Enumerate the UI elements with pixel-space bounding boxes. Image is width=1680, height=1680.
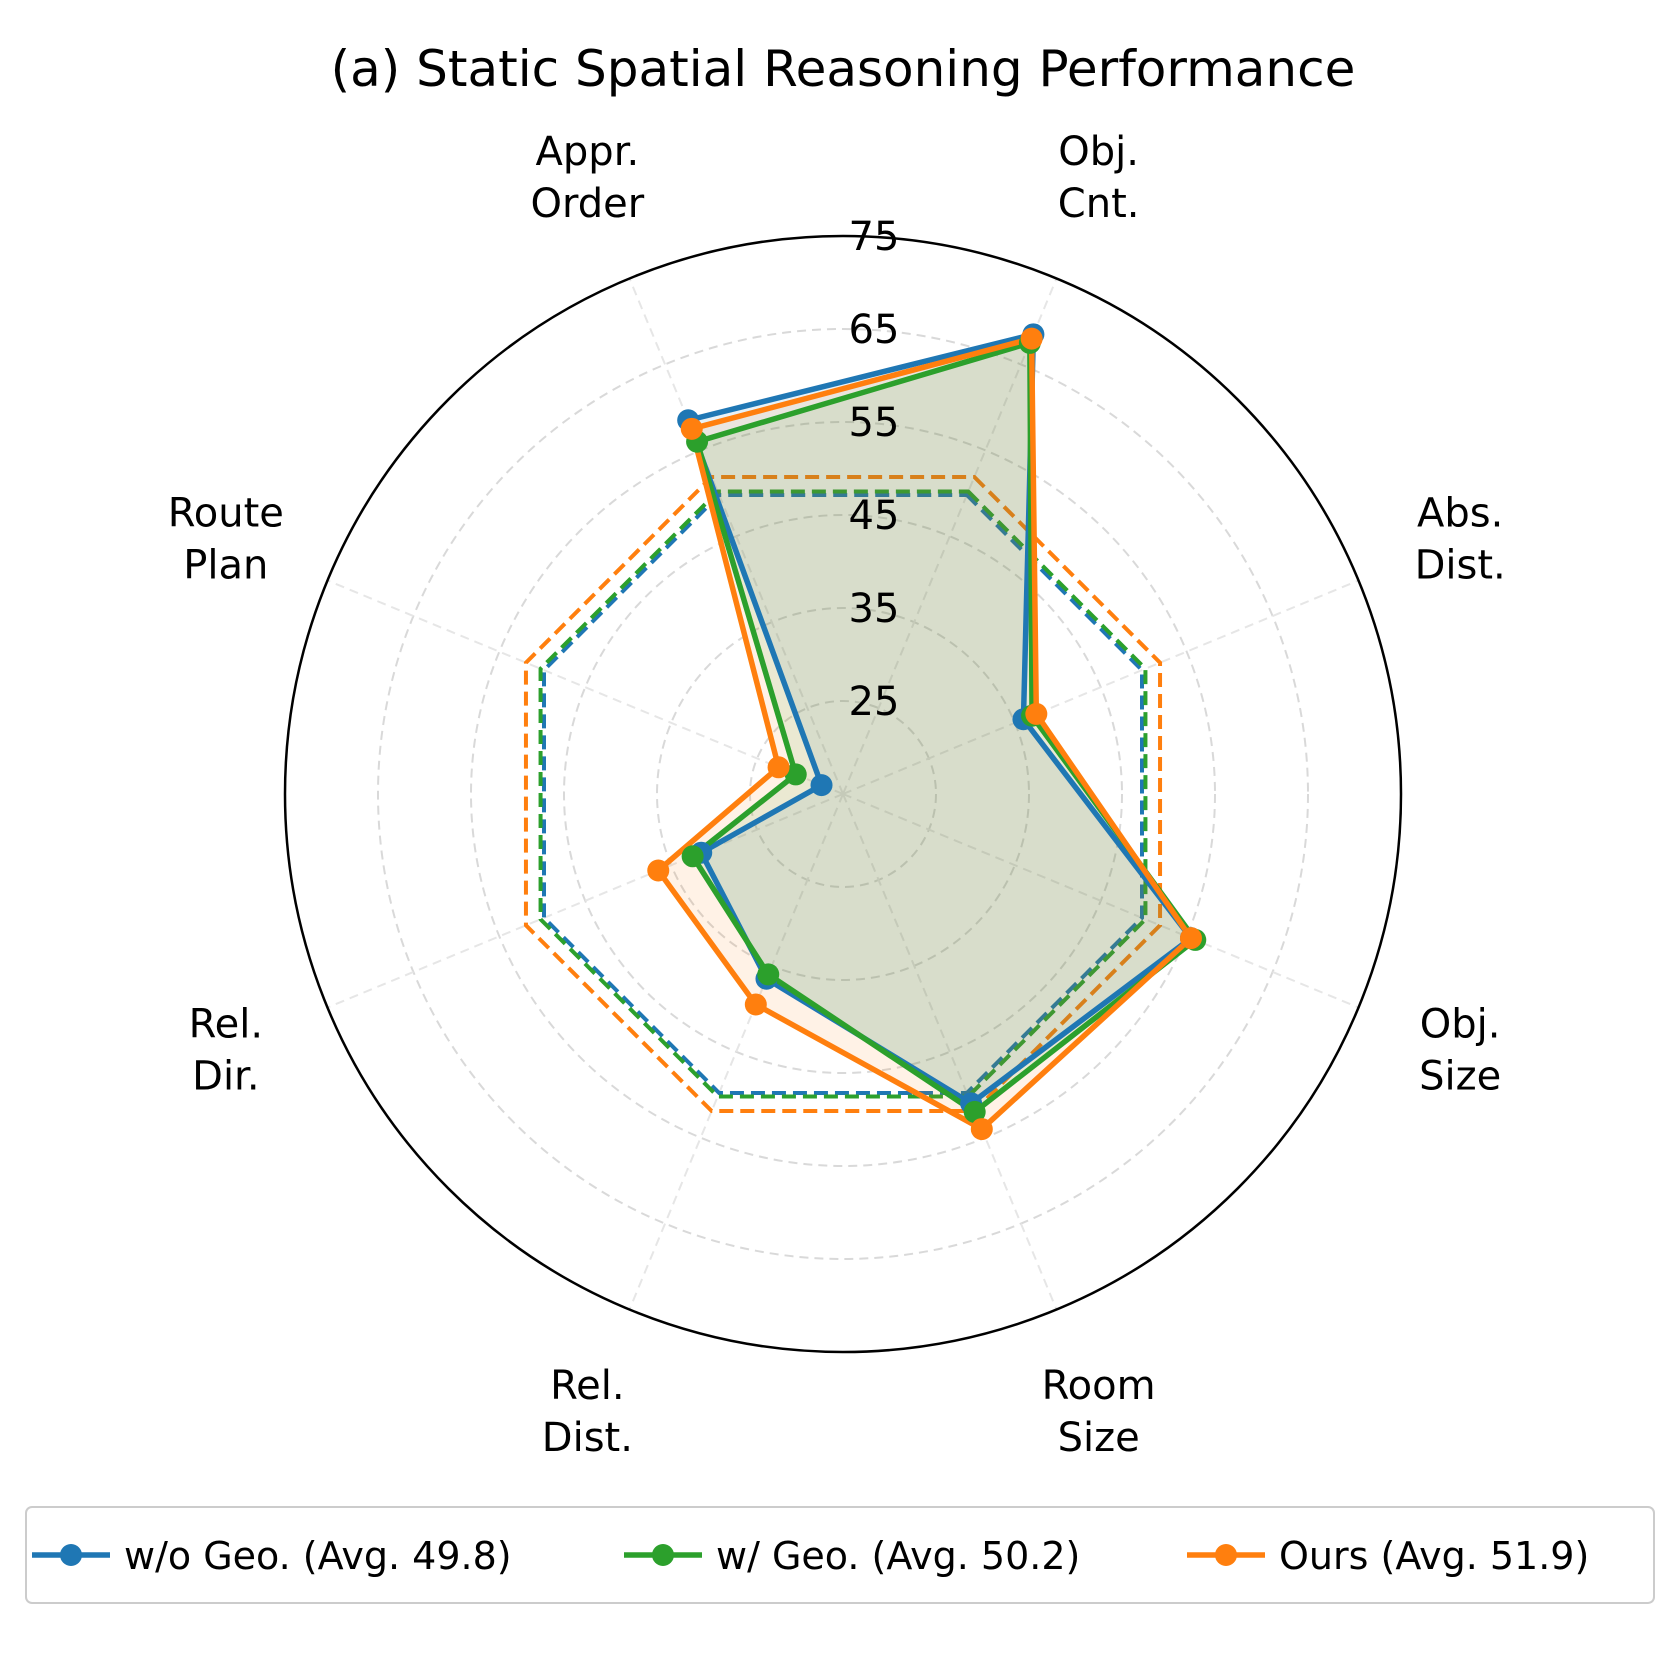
series-fill bbox=[688, 334, 1191, 1104]
data-point bbox=[757, 963, 780, 986]
data-point bbox=[1025, 702, 1048, 725]
grid-spoke bbox=[327, 793, 844, 1009]
radar-grid bbox=[327, 278, 1359, 1310]
data-point bbox=[963, 1100, 986, 1123]
average-ring bbox=[523, 474, 1163, 1114]
tick-label: 65 bbox=[849, 307, 900, 353]
legend-marker bbox=[652, 1544, 674, 1566]
grid-spoke bbox=[628, 793, 844, 1310]
outer-ring bbox=[283, 234, 1403, 1354]
legend[interactable]: w/o Geo. (Avg. 49.8) w/ Geo. (Avg. 50.2) O… bbox=[25, 1506, 1655, 1604]
data-point bbox=[1179, 927, 1202, 950]
data-point bbox=[680, 417, 703, 440]
grid-spoke bbox=[842, 579, 1359, 795]
category-label: Appr. Order bbox=[531, 129, 645, 227]
grid-spoke bbox=[628, 278, 844, 795]
category-label: Route Plan bbox=[168, 490, 284, 588]
category-labels: Obj. Cnt. Abs. Dist. Obj. Size Room Size Rel. Dis… bbox=[168, 129, 1506, 1461]
series-markers bbox=[647, 323, 1207, 1141]
grid-spoke bbox=[842, 793, 1058, 1310]
category-label: Rel. Dir. bbox=[189, 1002, 263, 1100]
legend-label: Ours (Avg. 51.9) bbox=[1279, 1534, 1589, 1578]
grid-spoke bbox=[842, 278, 1058, 795]
grid-circle bbox=[470, 421, 1216, 1167]
series-fill bbox=[692, 342, 1196, 1112]
category-label: Obj. Cnt. bbox=[1058, 129, 1140, 227]
chart-title: (a) Static Spatial Reasoning Performance bbox=[331, 40, 1356, 98]
legend-marker bbox=[60, 1544, 82, 1566]
category-label: Obj. Size bbox=[1419, 1002, 1501, 1100]
average-ring bbox=[541, 492, 1145, 1096]
average-ring bbox=[538, 489, 1148, 1099]
category-label: Abs. Dist. bbox=[1415, 490, 1506, 588]
data-point bbox=[970, 1118, 993, 1141]
data-point bbox=[647, 859, 670, 882]
grid-circle bbox=[656, 607, 1030, 981]
data-point bbox=[810, 774, 833, 797]
data-point bbox=[784, 763, 807, 786]
grid-circle bbox=[563, 514, 1123, 1074]
data-point bbox=[767, 756, 790, 779]
tick-label: 55 bbox=[849, 400, 900, 446]
grid-spoke bbox=[327, 579, 844, 795]
category-label: Room Size bbox=[1042, 1363, 1156, 1461]
legend-marker bbox=[1215, 1544, 1237, 1566]
average-rings bbox=[523, 474, 1163, 1114]
legend-label: w/o Geo. (Avg. 49.8) bbox=[124, 1534, 512, 1578]
data-point bbox=[744, 993, 767, 1016]
legend-box bbox=[25, 1506, 1655, 1604]
series-fills bbox=[658, 334, 1196, 1130]
legend-label: w/ Geo. (Avg. 50.2) bbox=[716, 1534, 1080, 1578]
data-point bbox=[1020, 327, 1043, 350]
category-label: Rel. Dist. bbox=[542, 1363, 633, 1461]
series-fill bbox=[658, 338, 1191, 1130]
data-point bbox=[681, 845, 704, 868]
tick-label: 45 bbox=[849, 493, 900, 539]
grid-spoke bbox=[842, 793, 1359, 1009]
tick-label: 25 bbox=[849, 679, 900, 725]
tick-label: 35 bbox=[849, 586, 900, 632]
grid-circle bbox=[377, 328, 1309, 1260]
